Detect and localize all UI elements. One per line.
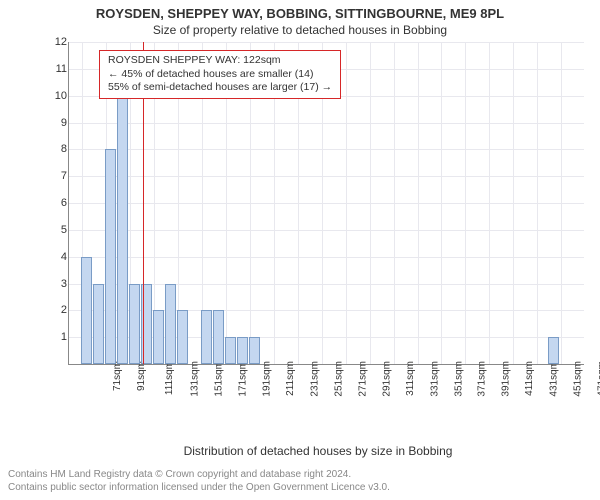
y-tick-label: 7 (51, 170, 67, 182)
grid-line-h (69, 176, 584, 177)
grid-line-v (370, 42, 371, 364)
info-line-3: 55% of semi-detached houses are larger (… (108, 81, 332, 95)
footer-attribution: Contains HM Land Registry data © Crown c… (8, 468, 390, 494)
marker-info-box: ROYSDEN SHEPPEY WAY: 122sqm ← 45% of det… (99, 50, 341, 99)
x-tick-label: 91sqm (136, 361, 147, 391)
grid-line-v (537, 42, 538, 364)
x-tick-label: 151sqm (214, 361, 225, 397)
grid-line-h (69, 149, 584, 150)
footer-line-2: Contains public sector information licen… (8, 481, 390, 494)
y-tick-label: 11 (51, 63, 67, 75)
histogram-bar (201, 310, 212, 364)
histogram-bar (153, 310, 164, 364)
grid-line-h (69, 123, 584, 124)
y-tick-label: 4 (51, 251, 67, 263)
x-tick-label: 371sqm (477, 361, 488, 397)
grid-line-h (69, 257, 584, 258)
histogram-bar (129, 284, 140, 365)
grid-line-v (465, 42, 466, 364)
x-tick-label: 191sqm (261, 361, 272, 397)
grid-line-v (561, 42, 562, 364)
x-tick-label: 391sqm (501, 361, 512, 397)
footer-line-1: Contains HM Land Registry data © Crown c… (8, 468, 390, 481)
grid-line-h (69, 42, 584, 43)
y-tick-label: 3 (51, 278, 67, 290)
grid-line-v (513, 42, 514, 364)
x-tick-label: 431sqm (549, 361, 560, 397)
x-tick-label: 211sqm (285, 361, 296, 396)
grid-line-h (69, 230, 584, 231)
grid-line-v (418, 42, 419, 364)
y-tick-label: 1 (51, 331, 67, 343)
info-line-1: ROYSDEN SHEPPEY WAY: 122sqm (108, 54, 332, 68)
histogram-bar (165, 284, 176, 365)
grid-line-v (489, 42, 490, 364)
histogram-bar (249, 337, 260, 364)
histogram-bar (105, 149, 116, 364)
x-tick-label: 311sqm (404, 361, 415, 396)
x-tick-label: 131sqm (190, 361, 201, 397)
x-tick-label: 411sqm (524, 361, 535, 396)
x-tick-label: 111sqm (164, 361, 175, 395)
x-tick-label: 271sqm (357, 361, 368, 397)
y-tick-label: 10 (51, 90, 67, 102)
y-tick-label: 9 (51, 117, 67, 129)
chart-container: Number of detached properties 1234567891… (48, 42, 588, 410)
plot-area: 12345678910111271sqm91sqm111sqm131sqm151… (68, 42, 584, 365)
y-tick-label: 2 (51, 304, 67, 316)
x-tick-label: 231sqm (309, 361, 320, 397)
chart-subtitle: Size of property relative to detached ho… (0, 21, 600, 37)
chart-title: ROYSDEN, SHEPPEY WAY, BOBBING, SITTINGBO… (0, 0, 600, 21)
grid-line-v (394, 42, 395, 364)
x-tick-label: 331sqm (429, 361, 440, 397)
x-tick-label: 171sqm (238, 361, 249, 397)
histogram-bar (213, 310, 224, 364)
info-line-2: ← 45% of detached houses are smaller (14… (108, 68, 332, 82)
x-axis-label: Distribution of detached houses by size … (184, 444, 453, 458)
y-tick-label: 5 (51, 224, 67, 236)
grid-line-h (69, 203, 584, 204)
y-tick-label: 8 (51, 143, 67, 155)
x-tick-label: 451sqm (573, 361, 584, 397)
histogram-bar (225, 337, 236, 364)
x-tick-label: 351sqm (453, 361, 464, 397)
histogram-bar (548, 337, 559, 364)
y-tick-label: 12 (51, 36, 67, 48)
x-tick-label: 291sqm (381, 361, 392, 397)
x-tick-label: 71sqm (112, 361, 123, 391)
grid-line-v (346, 42, 347, 364)
histogram-bar (93, 284, 104, 365)
histogram-bar (237, 337, 248, 364)
x-tick-label: 251sqm (333, 361, 344, 397)
y-tick-label: 6 (51, 197, 67, 209)
histogram-bar (81, 257, 92, 364)
histogram-bar (117, 69, 128, 364)
grid-line-v (441, 42, 442, 364)
histogram-bar (177, 310, 188, 364)
